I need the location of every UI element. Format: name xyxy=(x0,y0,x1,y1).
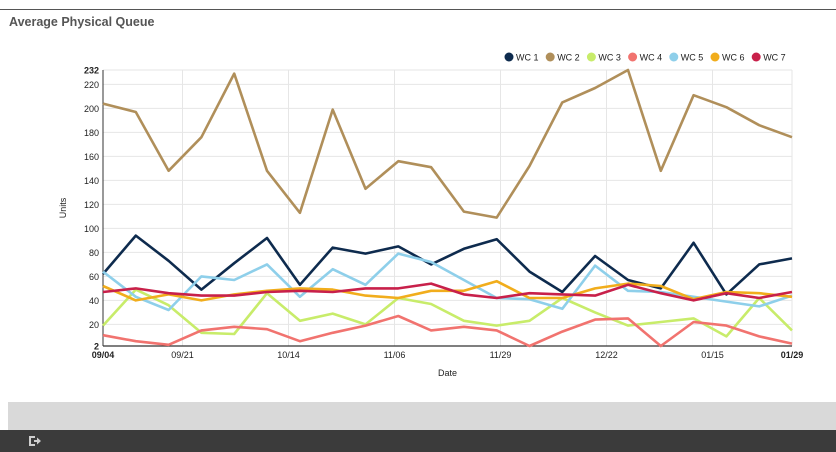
panel-title: Average Physical Queue xyxy=(9,15,155,29)
legend-marker xyxy=(628,52,638,62)
series-line-wc-1 xyxy=(102,234,793,296)
legend-label: WC 2 xyxy=(557,53,580,63)
series-line-wc-5 xyxy=(102,252,793,312)
legend-label: WC 6 xyxy=(722,53,745,63)
x-axis-title: Date xyxy=(438,368,457,378)
x-tick-label: 10/14 xyxy=(277,350,300,360)
series-line-wc-2 xyxy=(102,68,793,219)
legend-marker xyxy=(710,52,720,62)
series-line-wc-4 xyxy=(102,314,793,348)
x-tick-label: 01/29 xyxy=(781,350,804,360)
x-tick-label: 01/15 xyxy=(701,350,724,360)
series-line-wc-6 xyxy=(102,279,793,302)
y-tick-label: 60 xyxy=(89,272,99,282)
y-tick-label: 40 xyxy=(89,296,99,306)
legend-marker xyxy=(751,52,761,62)
x-tick-label: 11/29 xyxy=(490,350,512,360)
footer-bar xyxy=(0,430,836,452)
y-axis-title: Units xyxy=(58,197,68,218)
legend-label: WC 1 xyxy=(516,53,539,63)
series-line-wc-7 xyxy=(102,282,793,302)
y-tick-label: 80 xyxy=(89,248,99,258)
y-tick-label: 160 xyxy=(84,152,99,162)
logout-icon[interactable] xyxy=(28,434,42,448)
y-tick-label: 120 xyxy=(84,200,99,210)
y-tick-label: 100 xyxy=(84,224,99,234)
top-divider xyxy=(0,9,836,10)
series-line-wc-3 xyxy=(102,288,793,338)
legend-marker xyxy=(504,52,514,62)
y-tick-label: 200 xyxy=(84,104,99,114)
x-tick-label: 09/21 xyxy=(171,350,194,360)
x-tick-label: 11/06 xyxy=(384,350,406,360)
legend-label: WC 4 xyxy=(640,53,663,63)
x-tick-label: 09/04 xyxy=(92,350,115,360)
legend-label: WC 5 xyxy=(681,53,704,63)
legend-marker xyxy=(669,52,679,62)
y-tick-label: 180 xyxy=(84,128,99,138)
legend-marker xyxy=(586,52,596,62)
legend-label: WC 3 xyxy=(598,53,621,63)
y-tick-label: 20 xyxy=(89,320,99,330)
y-tick-label: 140 xyxy=(84,176,99,186)
content-separator xyxy=(8,402,836,430)
x-tick-label: 12/22 xyxy=(595,350,618,360)
legend-marker xyxy=(545,52,555,62)
y-tick-label: 2 xyxy=(94,342,99,352)
legend-label: WC 7 xyxy=(763,53,786,63)
line-chart: 2 20 40 60 80 100 120 140 160 180 200 220 232 09/04 09… xyxy=(0,40,836,385)
y-tick-label: 232 xyxy=(84,66,99,76)
y-tick-label: 220 xyxy=(84,80,99,90)
